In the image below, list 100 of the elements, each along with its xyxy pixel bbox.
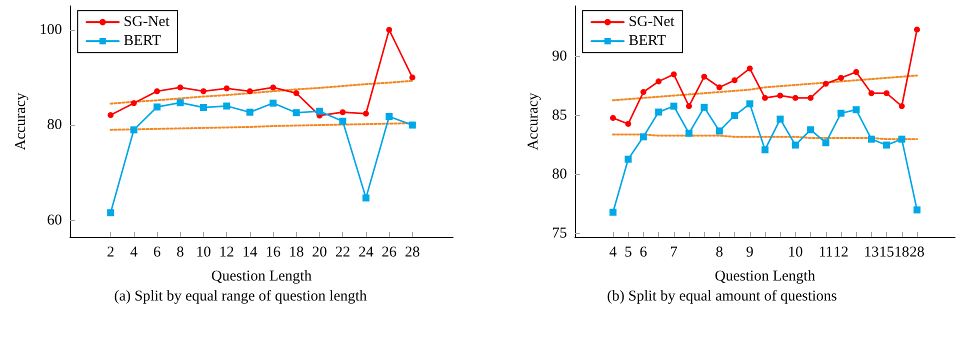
point — [362, 110, 369, 117]
x-tick-label: 7 — [670, 244, 678, 260]
point — [154, 88, 160, 94]
point — [762, 94, 768, 101]
y-tick-label: 100 — [40, 22, 62, 38]
point — [610, 208, 616, 216]
x-tick-label: 15 — [879, 244, 894, 260]
point — [200, 88, 206, 94]
x-tick-label: 13 — [864, 244, 879, 260]
legend-label: SG-Net — [124, 14, 170, 30]
x-tick-label: 10 — [788, 244, 803, 260]
point — [716, 127, 723, 134]
point — [792, 94, 798, 101]
point — [883, 142, 890, 149]
point — [822, 139, 830, 146]
line-series — [612, 74, 918, 102]
point — [246, 88, 253, 94]
point — [700, 104, 708, 111]
point — [200, 104, 207, 111]
point — [853, 69, 860, 75]
point — [776, 116, 784, 123]
point — [176, 99, 184, 106]
point — [130, 126, 138, 134]
point — [177, 84, 184, 90]
point — [610, 114, 616, 121]
x-tick-label: 5 — [624, 244, 632, 260]
point — [339, 118, 346, 125]
point — [624, 156, 632, 163]
legend-label: BERT — [628, 33, 666, 50]
point — [762, 146, 768, 154]
x-axis-title: Question Length — [714, 268, 816, 284]
point — [154, 103, 161, 110]
x-tick-label: 28 — [910, 244, 924, 260]
y-tick-label: 85 — [552, 108, 567, 124]
point — [270, 84, 276, 90]
point — [746, 65, 753, 72]
y-axis-title: Accuracy — [526, 92, 542, 150]
x-tick-label: 9 — [746, 244, 754, 260]
point — [898, 103, 905, 110]
x-tick-label: 18 — [288, 244, 304, 260]
point — [292, 109, 300, 116]
x-tick-label: 18 — [894, 244, 910, 260]
y-tick-label: 90 — [552, 48, 567, 65]
x-tick-label: 26 — [382, 244, 398, 260]
point — [792, 142, 799, 149]
x-tick-label: 2 — [106, 244, 114, 260]
point — [108, 112, 114, 118]
point — [408, 122, 416, 129]
point — [898, 136, 906, 143]
y-tick-label: 60 — [47, 212, 62, 228]
point — [340, 109, 346, 116]
point — [655, 108, 662, 116]
x-tick-label: 4 — [130, 244, 138, 260]
point — [808, 94, 814, 101]
point — [838, 110, 844, 117]
x-tick-label: 11 — [818, 244, 834, 260]
x-tick-label: 14 — [242, 244, 258, 260]
point — [130, 100, 137, 106]
point — [409, 74, 416, 80]
y-tick-label: 80 — [47, 117, 62, 134]
point — [246, 108, 254, 116]
x-tick-label: 16 — [266, 244, 282, 260]
point — [732, 77, 738, 84]
x-tick-label: 6 — [640, 244, 648, 260]
point — [223, 102, 230, 110]
point — [386, 113, 393, 120]
point — [807, 126, 814, 134]
point — [316, 108, 324, 115]
x-tick-label: 8 — [716, 244, 724, 260]
point — [731, 112, 738, 120]
y-tick-label: 75 — [552, 225, 567, 242]
x-tick-label: 12 — [219, 244, 234, 260]
x-tick-label: 8 — [176, 244, 184, 260]
x-tick-label: 4 — [609, 244, 618, 260]
point — [822, 80, 829, 87]
point — [270, 100, 277, 107]
point — [670, 71, 677, 78]
point — [852, 106, 860, 114]
y-axis-title: Accuracy — [13, 92, 30, 150]
point — [386, 26, 392, 33]
point — [716, 84, 722, 90]
x-tick-label: 6 — [153, 244, 162, 260]
point — [838, 74, 844, 81]
point — [224, 85, 230, 92]
point — [868, 136, 875, 143]
x-tick-label: 22 — [335, 244, 350, 260]
y-tick-label: 80 — [552, 166, 567, 183]
point — [656, 78, 662, 84]
point — [293, 90, 300, 96]
point — [777, 92, 784, 99]
x-tick-label: 24 — [358, 244, 374, 260]
legend-label: SG-Net — [628, 14, 676, 30]
x-tick-label: 28 — [404, 244, 420, 260]
point — [625, 120, 632, 127]
point — [914, 206, 920, 214]
point — [362, 194, 370, 202]
point — [107, 209, 114, 216]
point — [914, 26, 920, 33]
x-tick-label: 10 — [196, 244, 211, 260]
text: (a) Split by equal range of question length — [114, 288, 368, 304]
